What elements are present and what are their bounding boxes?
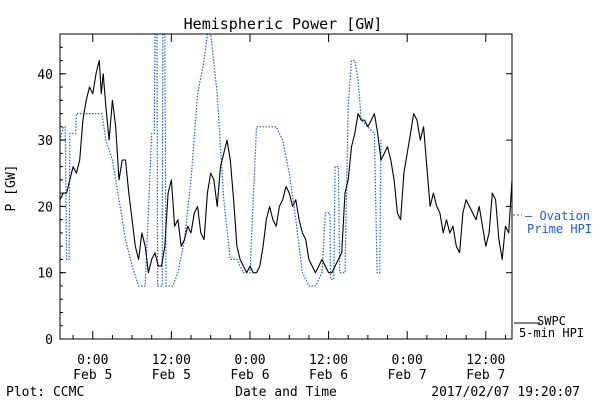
x-tick-date-0: Feb 5: [73, 368, 112, 383]
series-line-ovation-prime: [59, 33, 382, 287]
legend-label-swpc: SWPC: [537, 314, 566, 328]
x-tick-date-1: Feb 5: [152, 368, 191, 383]
y-tick-label-2: 20: [37, 200, 53, 215]
plot-source: Plot: CCMC: [6, 385, 84, 400]
x-tick-date-4: Feb 7: [388, 368, 427, 383]
plot-timestamp: 2017/02/07 19:20:07: [431, 385, 580, 400]
x-tick-time-5: 12:00: [466, 353, 505, 368]
x-tick-time-0: 0:00: [77, 353, 108, 368]
x-tick-date-3: Feb 6: [309, 368, 348, 383]
legend-label-ovation-line2: Prime HPI: [527, 222, 592, 236]
legend-label-swpc-line2: 5-min HPI: [519, 326, 584, 340]
x-tick-date-5: Feb 7: [466, 368, 505, 383]
x-tick-date-2: Feb 6: [230, 368, 269, 383]
y-tick-label-3: 30: [37, 134, 53, 149]
x-tick-time-1: 12:00: [152, 353, 191, 368]
x-tick-time-4: 0:00: [392, 353, 423, 368]
chart-title: Hemispheric Power [GW]: [184, 15, 383, 33]
y-tick-label-1: 10: [37, 267, 53, 282]
y-tick-label-0: 0: [45, 333, 53, 348]
y-tick-label-4: 40: [37, 68, 53, 83]
series-line-swpc: [59, 59, 513, 274]
y-axis-label: P [GW]: [4, 165, 19, 212]
legend-label-ovation: — Ovation: [525, 209, 590, 223]
plot-frame: [59, 33, 513, 340]
x-axis-label: Date and Time: [235, 385, 337, 400]
x-tick-time-3: 12:00: [309, 353, 348, 368]
x-tick-time-2: 0:00: [234, 353, 265, 368]
